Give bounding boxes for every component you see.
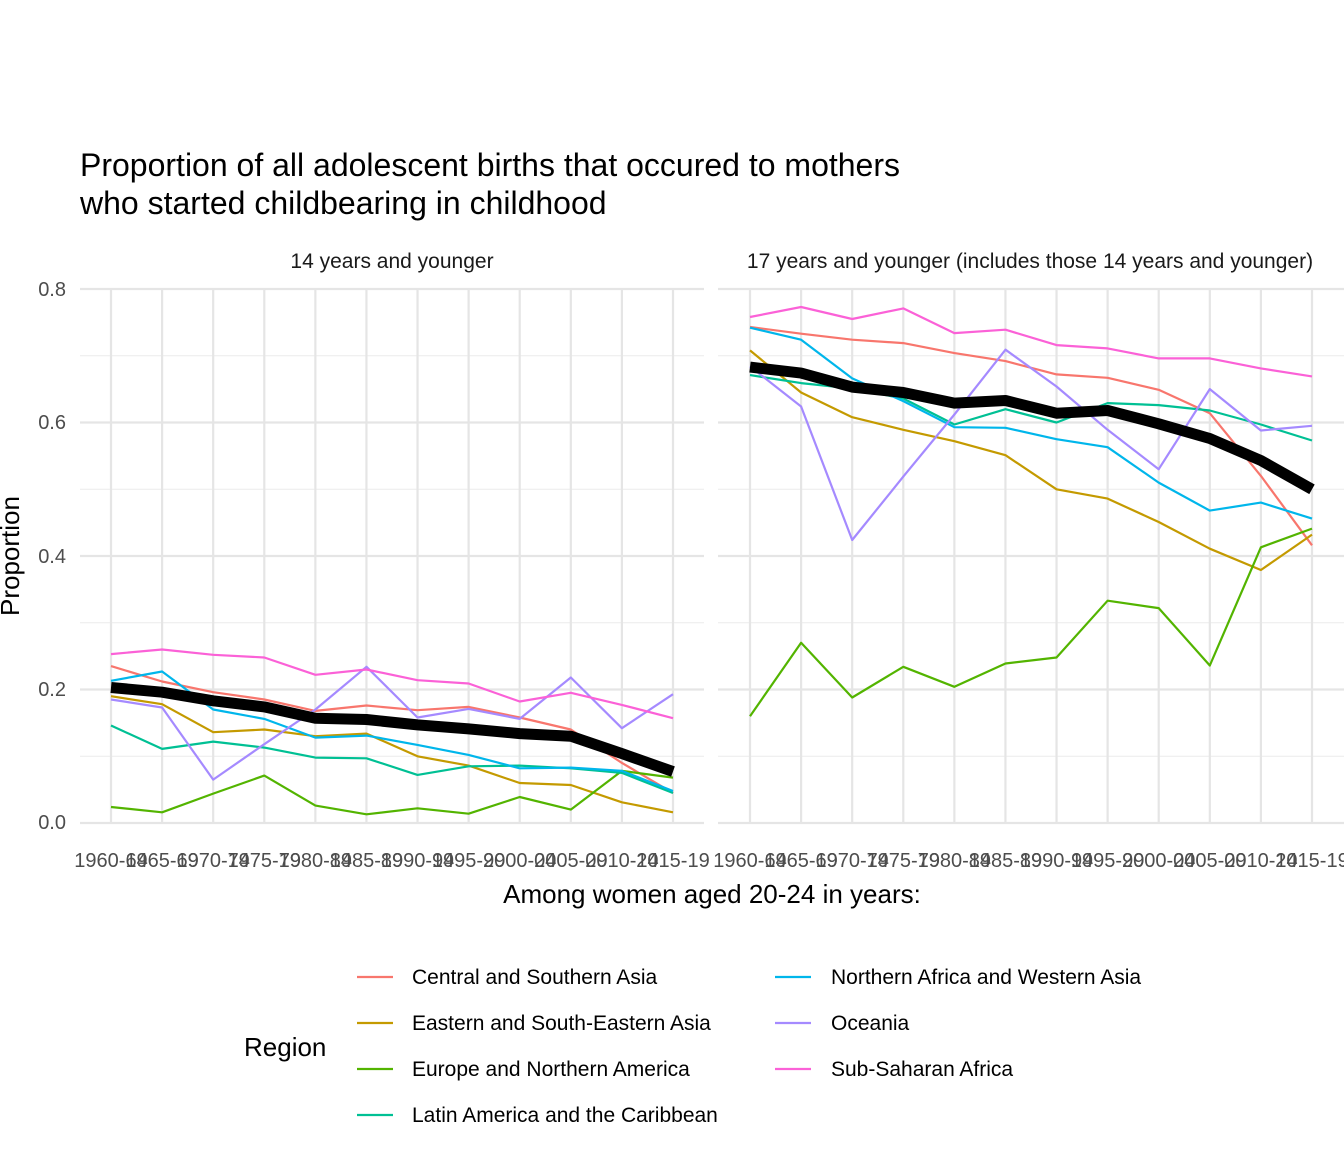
x-tick-label: 1975-79 [867, 850, 940, 872]
y-tick-label: 0.0 [38, 812, 66, 834]
x-tick-label: 2000-04 [483, 850, 556, 872]
legend-item: Eastern and South-Eastern Asia [357, 1012, 711, 1035]
legend-label: Sub-Saharan Africa [831, 1058, 1013, 1081]
series-line-sub-saharan-africa [749, 305, 1313, 378]
x-tick-label: 1985-89 [330, 850, 403, 872]
series-line-sub-saharan-africa [110, 648, 674, 720]
legend: Region Central and Southern Asia Eastern… [244, 966, 1141, 1127]
x-tick-label: 1965-69 [125, 850, 198, 872]
legend-label: Oceania [831, 1012, 910, 1035]
x-tick-label: 1960-64 [74, 850, 147, 872]
legend-label: Eastern and South-Eastern Asia [412, 1012, 711, 1035]
legend-title: Region [244, 1032, 326, 1062]
x-tick-label: 2010-14 [585, 850, 658, 872]
x-axis-title: Among women aged 20-24 in years: [503, 879, 921, 909]
x-tick-label: 1995-99 [432, 850, 505, 872]
x-tick-label: 2010-14 [1224, 850, 1297, 872]
series-panel-17-years [749, 305, 1315, 717]
x-tick-label: 2015-19 [636, 850, 709, 872]
panel-17-years: 17 years and younger (includes those 14 … [713, 250, 1344, 872]
legend-item: Europe and Northern America [357, 1058, 690, 1081]
x-tick-label: 2000-04 [1122, 850, 1195, 872]
x-tick-label: 2015-19 [1275, 850, 1344, 872]
x-tick-label: 1995-99 [1071, 850, 1144, 872]
series-line-oceania [110, 665, 674, 781]
y-tick-label: 0.4 [38, 546, 66, 568]
panel-label-17-years: 17 years and younger (includes those 14 … [747, 250, 1313, 273]
series-line-europe-and-northern-america [110, 769, 674, 816]
x-tick-label: 1960-64 [713, 850, 786, 872]
panel-14-years: 14 years and younger 1960-641965-691970-… [74, 250, 709, 872]
chart-title-line-2: who started childbearing in childhood [79, 185, 607, 221]
series-line-eastern-and-south-eastern-asia [749, 349, 1313, 572]
x-tick-label: 1965-69 [764, 850, 837, 872]
x-tick-label: 1975-79 [228, 850, 301, 872]
legend-item: Latin America and the Caribbean [357, 1104, 718, 1127]
x-tick-label: 1980-84 [279, 850, 352, 872]
series-line-overall [749, 361, 1315, 495]
y-tick-label: 0.6 [38, 412, 66, 434]
series-line-europe-and-northern-america [749, 527, 1313, 717]
x-tick-label: 2005-09 [534, 850, 607, 872]
x-ticks-panel-17-years: 1960-641965-691970-741975-791980-841985-… [713, 850, 1344, 872]
x-tick-label: 1970-74 [176, 850, 249, 872]
panel-label-14-years: 14 years and younger [290, 250, 493, 273]
legend-label: Northern Africa and Western Asia [831, 966, 1141, 989]
x-ticks-panel-14-years: 1960-641965-691970-741975-791980-841985-… [74, 850, 709, 872]
y-tick-label: 0.8 [38, 279, 66, 301]
legend-item: Northern Africa and Western Asia [775, 966, 1141, 989]
x-tick-label: 1990-94 [381, 850, 454, 872]
series-line-northern-africa-and-western-asia [749, 326, 1313, 520]
legend-label: Latin America and the Caribbean [412, 1104, 718, 1127]
x-tick-label: 2005-09 [1173, 850, 1246, 872]
legend-item: Central and Southern Asia [357, 966, 657, 989]
x-tick-label: 1970-74 [815, 850, 888, 872]
legend-label: Europe and Northern America [412, 1058, 690, 1081]
y-tick-label: 0.2 [38, 679, 66, 701]
series-line-eastern-and-south-eastern-asia [110, 695, 674, 814]
legend-item: Oceania [775, 1012, 910, 1035]
series-line-overall [110, 682, 675, 777]
legend-item: Sub-Saharan Africa [775, 1058, 1013, 1081]
series-panel-14-years [110, 648, 675, 816]
x-tick-label: 1985-89 [969, 850, 1042, 872]
y-axis-title: Proportion [0, 496, 25, 616]
legend-label: Central and Southern Asia [412, 966, 657, 989]
x-tick-label: 1980-84 [918, 850, 991, 872]
series-line-oceania [749, 348, 1313, 542]
y-axis-ticks: 0.0 0.2 0.4 0.6 0.8 [38, 279, 66, 834]
chart-title-line-1: Proportion of all adolescent births that… [80, 147, 900, 183]
x-tick-label: 1990-94 [1020, 850, 1093, 872]
